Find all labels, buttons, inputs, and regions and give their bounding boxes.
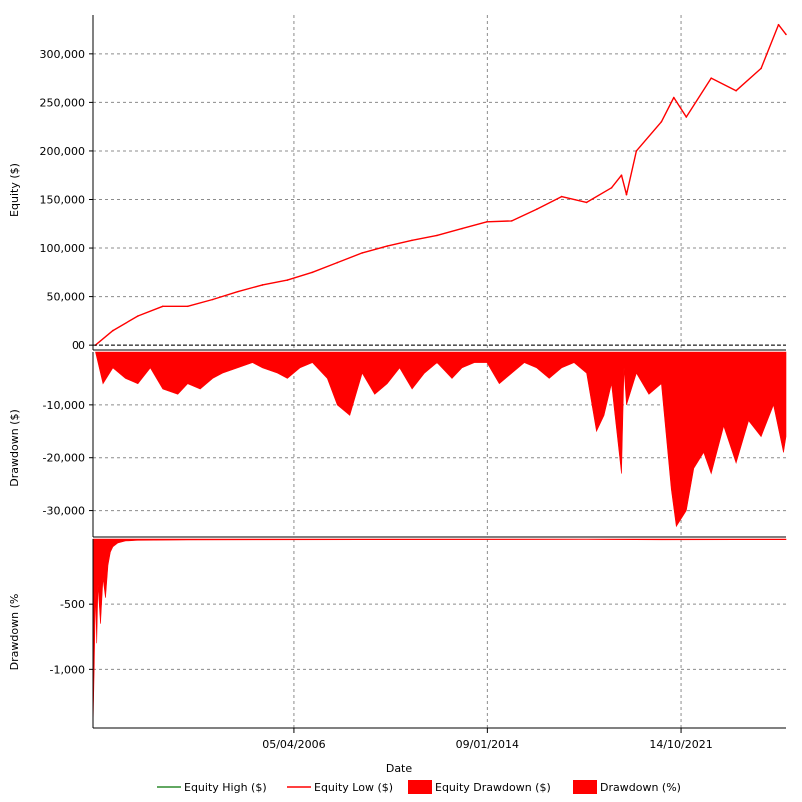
y-tick-label: 50,000 — [47, 291, 86, 304]
legend: Equity High ($) Equity Low ($) Equity Draw… — [157, 780, 681, 794]
legend-swatch-3 — [573, 780, 597, 794]
data-point — [436, 234, 438, 237]
legend-label-1: Equity Low ($) — [314, 781, 393, 794]
data-point — [777, 23, 780, 26]
y-tick-label: 100,000 — [40, 242, 86, 255]
drawdown-percent-panel: -500 -1,000 — [50, 538, 787, 729]
equity-axis-title: Equity ($) — [8, 163, 21, 217]
y-tick-label: 150,000 — [40, 193, 86, 206]
data-point — [610, 187, 613, 189]
data-point — [535, 208, 538, 211]
x-tick-label: 14/10/2021 — [649, 738, 712, 751]
y-tick-label: -30,000 — [43, 505, 85, 518]
data-point — [735, 89, 737, 92]
series-area-0 — [92, 538, 787, 729]
data-point — [286, 279, 289, 281]
series-area-0 — [95, 351, 787, 528]
data-point — [620, 174, 623, 177]
data-point — [510, 220, 513, 222]
data-point — [673, 96, 675, 99]
drawdown-percent-axis-title: Drawdown (% — [8, 594, 21, 671]
data-point — [560, 195, 563, 198]
data-point — [461, 227, 463, 230]
data-point — [625, 193, 628, 196]
data-point — [161, 305, 164, 308]
drawdown-dollar-panel: -10,000 -20,000 -30,000 — [43, 351, 787, 538]
data-point — [486, 221, 488, 223]
data-point — [236, 290, 239, 293]
data-point — [336, 261, 339, 264]
y-tick-label: 300,000 — [40, 48, 86, 61]
data-point — [710, 77, 713, 79]
data-point — [211, 298, 214, 301]
legend-label-2: Equity Drawdown ($) — [435, 781, 551, 794]
x-tick-label: 09/01/2014 — [456, 738, 519, 751]
y-tick-label: 0 — [78, 339, 85, 352]
data-point — [261, 284, 264, 286]
y-tick-label: -1,000 — [50, 663, 85, 676]
data-point — [361, 252, 364, 254]
x-axis-title: Date — [386, 762, 413, 775]
data-point — [660, 121, 663, 123]
y-tick-label: 0 — [72, 339, 79, 352]
legend-label-0: Equity High ($) — [184, 781, 267, 794]
data-point — [112, 329, 114, 332]
legend-label-3: Drawdown (%) — [600, 781, 681, 794]
data-point — [311, 271, 314, 274]
legend-swatch-2 — [408, 780, 432, 794]
data-point — [386, 245, 388, 247]
y-tick-label: 250,000 — [40, 96, 86, 109]
y-tick-label: -500 — [60, 598, 85, 611]
data-point — [685, 116, 688, 118]
data-point — [760, 67, 762, 70]
data-point — [635, 150, 638, 152]
y-tick-label: 200,000 — [40, 145, 86, 158]
data-point — [585, 201, 588, 204]
x-tick-label: 05/04/2006 — [262, 738, 325, 751]
drawdown-dollar-axis-title: Drawdown ($) — [8, 409, 21, 487]
y-tick-label: -20,000 — [43, 452, 85, 465]
data-point — [785, 33, 787, 36]
data-point — [411, 239, 413, 242]
equity-panel: 0 50,000 100,000 150,000 200,000 250,000 300,0… — [40, 15, 787, 352]
x-axis-ticks: 05/04/2006 09/01/2014 14/10/2021 — [262, 728, 713, 751]
data-point — [186, 305, 189, 308]
data-point — [137, 315, 139, 317]
y-tick-label: -10,000 — [43, 399, 85, 412]
